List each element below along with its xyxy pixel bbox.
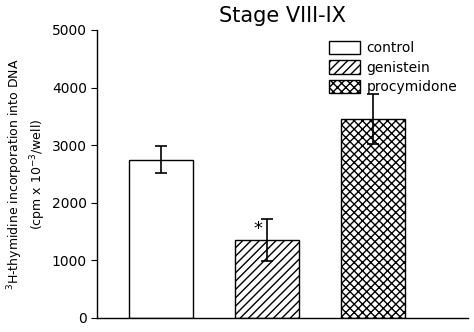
Bar (235, 240, 299, 318)
Legend: control, genistein, procymidone: control, genistein, procymidone (325, 37, 462, 98)
Y-axis label: $^3$H-thymidine incorporation into DNA
(cpm x 10$^{-3}$/well): $^3$H-thymidine incorporation into DNA (… (6, 58, 47, 290)
Bar (129, 159, 193, 318)
Title: Stage VIII-IX: Stage VIII-IX (219, 6, 346, 26)
Text: *: * (254, 220, 263, 238)
Bar (341, 119, 405, 318)
